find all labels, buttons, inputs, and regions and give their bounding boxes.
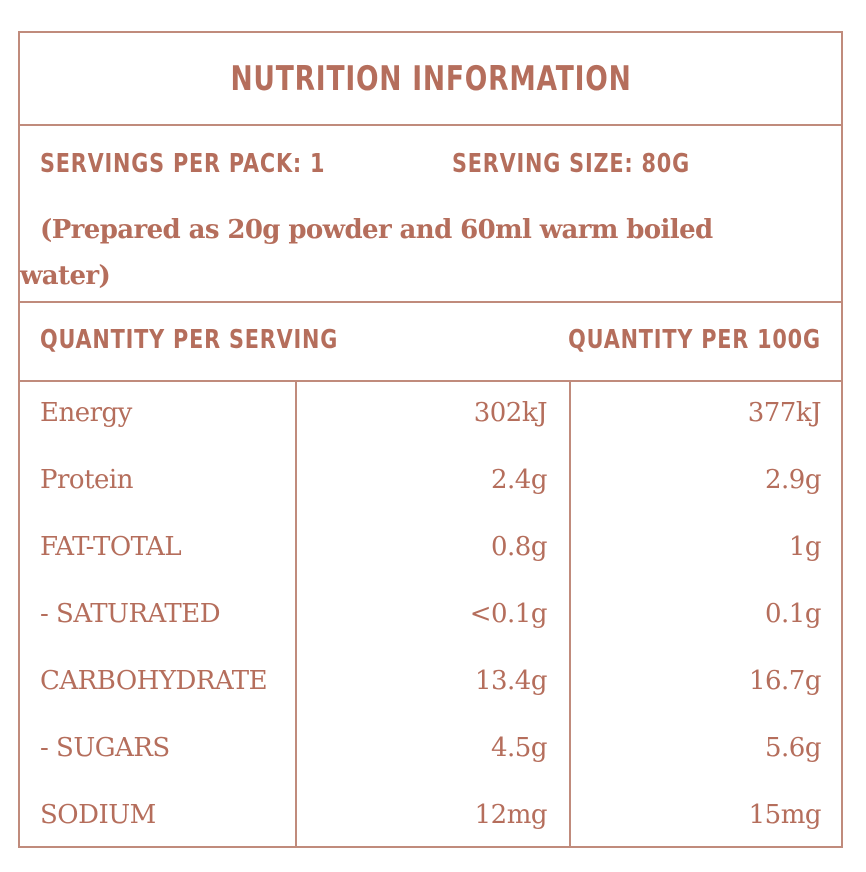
table-row: CARBOHYDRATE 13.4g 16.7g [20, 650, 841, 717]
nutrient-name: - SATURATED [40, 599, 221, 629]
preparation-note: (Prepared as 20g powder and 60ml warm bo… [20, 215, 713, 291]
value-per-100g: 5.6g [765, 733, 822, 763]
value-per-serving: 2.4g [491, 465, 548, 495]
value-per-100g: 2.9g [765, 465, 822, 495]
nutrient-table: Energy 302kJ 377kJ Protein 2.4g 2.9g FAT… [20, 382, 841, 851]
table-row: Protein 2.4g 2.9g [20, 449, 841, 516]
value-per-100g: 1g [788, 532, 822, 562]
value-per-serving: 4.5g [491, 733, 548, 763]
nutrient-name: SODIUM [40, 800, 156, 830]
nutrient-name: CARBOHYDRATE [40, 666, 268, 696]
nutrition-panel: NUTRITION INFORMATION SERVINGS PER PACK:… [18, 31, 843, 848]
nutrient-name: - SUGARS [40, 733, 170, 763]
value-per-serving: <0.1g [469, 599, 548, 629]
nutrient-name: FAT-TOTAL [40, 532, 182, 562]
nutrient-name: Protein [40, 465, 133, 495]
value-per-serving: 302kJ [473, 398, 548, 428]
header-per-100g: QUANTITY PER 100G [568, 325, 821, 355]
value-per-serving: 0.8g [491, 532, 548, 562]
serving-size: SERVING SIZE: 80G [452, 149, 690, 179]
column-divider-2 [569, 380, 571, 846]
value-per-100g: 0.1g [765, 599, 822, 629]
table-row: - SATURATED <0.1g 0.1g [20, 583, 841, 650]
column-header-row: QUANTITY PER SERVING QUANTITY PER 100G [20, 301, 841, 382]
value-per-100g: 16.7g [748, 666, 822, 696]
table-row: - SUGARS 4.5g 5.6g [20, 717, 841, 784]
column-divider-1 [295, 380, 297, 846]
value-per-serving: 12mg [474, 800, 548, 830]
value-per-100g: 15mg [748, 800, 822, 830]
value-per-serving: 13.4g [474, 666, 548, 696]
table-row: FAT-TOTAL 0.8g 1g [20, 516, 841, 583]
table-row: Energy 302kJ 377kJ [20, 382, 841, 449]
table-row: SODIUM 12mg 15mg [20, 784, 841, 851]
nutrient-name: Energy [40, 398, 132, 428]
value-per-100g: 377kJ [747, 398, 822, 428]
servings-per-pack: SERVINGS PER PACK: 1 [40, 149, 326, 179]
header-per-serving: QUANTITY PER SERVING [40, 325, 339, 355]
panel-title: NUTRITION INFORMATION [229, 59, 632, 99]
title-bar: NUTRITION INFORMATION [20, 33, 841, 126]
